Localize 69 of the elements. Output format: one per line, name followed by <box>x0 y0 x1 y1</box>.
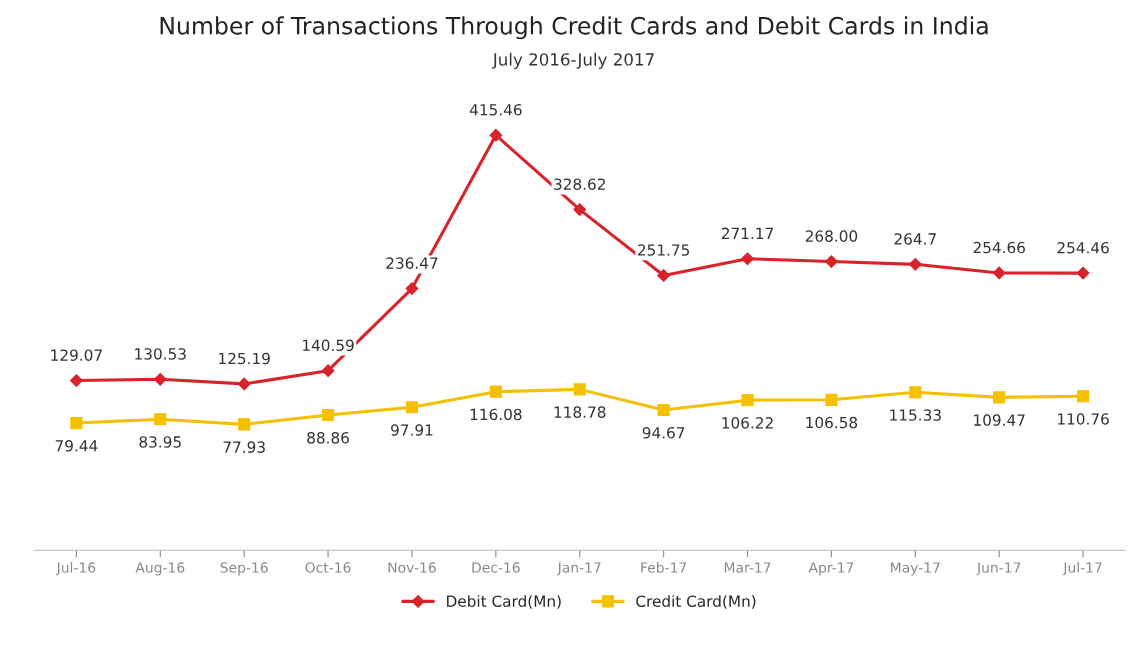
point <box>321 408 335 422</box>
data-label: 83.95 <box>139 436 181 448</box>
x-tick-label: Apr-17 <box>808 562 854 576</box>
data-label: 140.59 <box>303 339 354 352</box>
point <box>825 393 838 406</box>
point <box>993 391 1006 404</box>
x-tick-label: Nov-16 <box>388 562 436 573</box>
data-label: 109.47 <box>974 414 1025 426</box>
chart-subtitle: July 2016-July 2017 <box>491 52 654 69</box>
x-tick-label: Mar-17 <box>724 562 771 573</box>
data-label: 94.67 <box>642 426 685 439</box>
data-label: 125.19 <box>219 352 270 365</box>
x-tick-label: Aug-16 <box>135 562 185 576</box>
x-tick-label: Jul-16 <box>55 562 96 576</box>
data-label: 106.58 <box>806 416 858 429</box>
data-label: 415.46 <box>469 103 522 116</box>
point <box>573 203 587 216</box>
data-label: 328.62 <box>554 178 605 190</box>
data-label: 110.76 <box>1058 413 1109 425</box>
data-label: 115.33 <box>890 409 941 421</box>
point <box>70 417 83 430</box>
point <box>405 401 419 414</box>
point <box>238 418 251 431</box>
point <box>154 413 167 426</box>
point <box>69 374 83 387</box>
legend-label: Debit Card(Mn) <box>447 595 561 609</box>
point <box>1077 390 1090 403</box>
x-tick-label: Dec-16 <box>472 562 520 573</box>
data-label: 236.47 <box>386 257 438 269</box>
data-label: 271.17 <box>721 227 773 239</box>
data-label: 118.78 <box>554 406 606 418</box>
x-tick-label: Oct-16 <box>305 562 351 573</box>
point <box>657 403 670 417</box>
data-label: 254.46 <box>1057 241 1109 254</box>
data-label: 130.53 <box>135 348 186 360</box>
point <box>909 386 922 399</box>
data-label: 254.66 <box>973 241 1025 254</box>
data-label: 116.08 <box>470 408 522 421</box>
point <box>741 394 754 407</box>
legend-label: Credit Card(Mn) <box>636 595 756 609</box>
data-label: 97.91 <box>391 424 433 436</box>
chart-title: Number of Transactions Through Credit Cards and Debit Cards in India <box>160 16 988 40</box>
data-label: 268.00 <box>805 230 858 242</box>
point <box>992 266 1006 280</box>
point <box>573 383 586 396</box>
x-tick-label: Jul-17 <box>1062 562 1102 576</box>
data-label: 106.22 <box>722 417 773 429</box>
x-tick-label: May-17 <box>891 562 940 576</box>
x-tick-label: Jun-17 <box>976 562 1021 576</box>
x-tick-label: Sep-16 <box>220 562 268 576</box>
point <box>908 257 922 271</box>
point <box>657 269 671 282</box>
x-tick-label: Jan-17 <box>556 562 601 576</box>
point <box>321 364 335 378</box>
point <box>825 255 838 268</box>
data-label: 79.44 <box>55 440 98 452</box>
point <box>489 128 503 142</box>
point <box>1076 266 1090 280</box>
point <box>489 385 502 398</box>
point <box>741 252 754 266</box>
point <box>153 372 167 386</box>
x-tick-label: Feb-17 <box>641 562 687 573</box>
point <box>237 377 251 391</box>
data-label: 88.86 <box>307 431 349 444</box>
data-label: 251.75 <box>638 244 690 256</box>
point <box>405 282 419 295</box>
data-label: 264.7 <box>894 233 936 245</box>
data-label: 129.07 <box>51 349 102 361</box>
data-label: 77.93 <box>223 441 265 453</box>
